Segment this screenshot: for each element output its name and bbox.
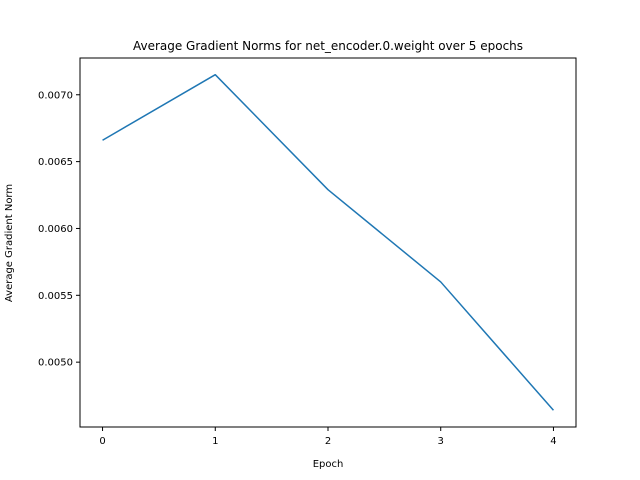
x-tick-label: 2: [325, 436, 331, 447]
x-tick-label: 1: [212, 436, 218, 447]
x-tick-label: 3: [438, 436, 444, 447]
y-tick-label: 0.0060: [38, 224, 73, 235]
series-layer: [102, 73, 555, 411]
x-axis-label: Epoch: [313, 459, 344, 470]
plot-area: [79, 57, 577, 428]
x-tick-label: 4: [550, 436, 556, 447]
series-line: [102, 73, 555, 411]
x-axis: 0 1 2 3 4: [99, 427, 557, 447]
plot-frame: [79, 57, 577, 428]
y-tick-label: 0.0055: [38, 291, 73, 302]
chart-title: Average Gradient Norms for net_encoder.0…: [133, 39, 523, 53]
y-tick-label: 0.0050: [38, 358, 73, 369]
x-tick-label: 0: [99, 436, 105, 447]
y-tick-label: 0.0065: [38, 157, 73, 168]
y-tick-label: 0.0070: [38, 90, 73, 101]
y-axis-label: Average Gradient Norm: [4, 184, 15, 302]
y-axis: 0.0050 0.0055 0.0060 0.0065 0.0070: [38, 90, 80, 369]
